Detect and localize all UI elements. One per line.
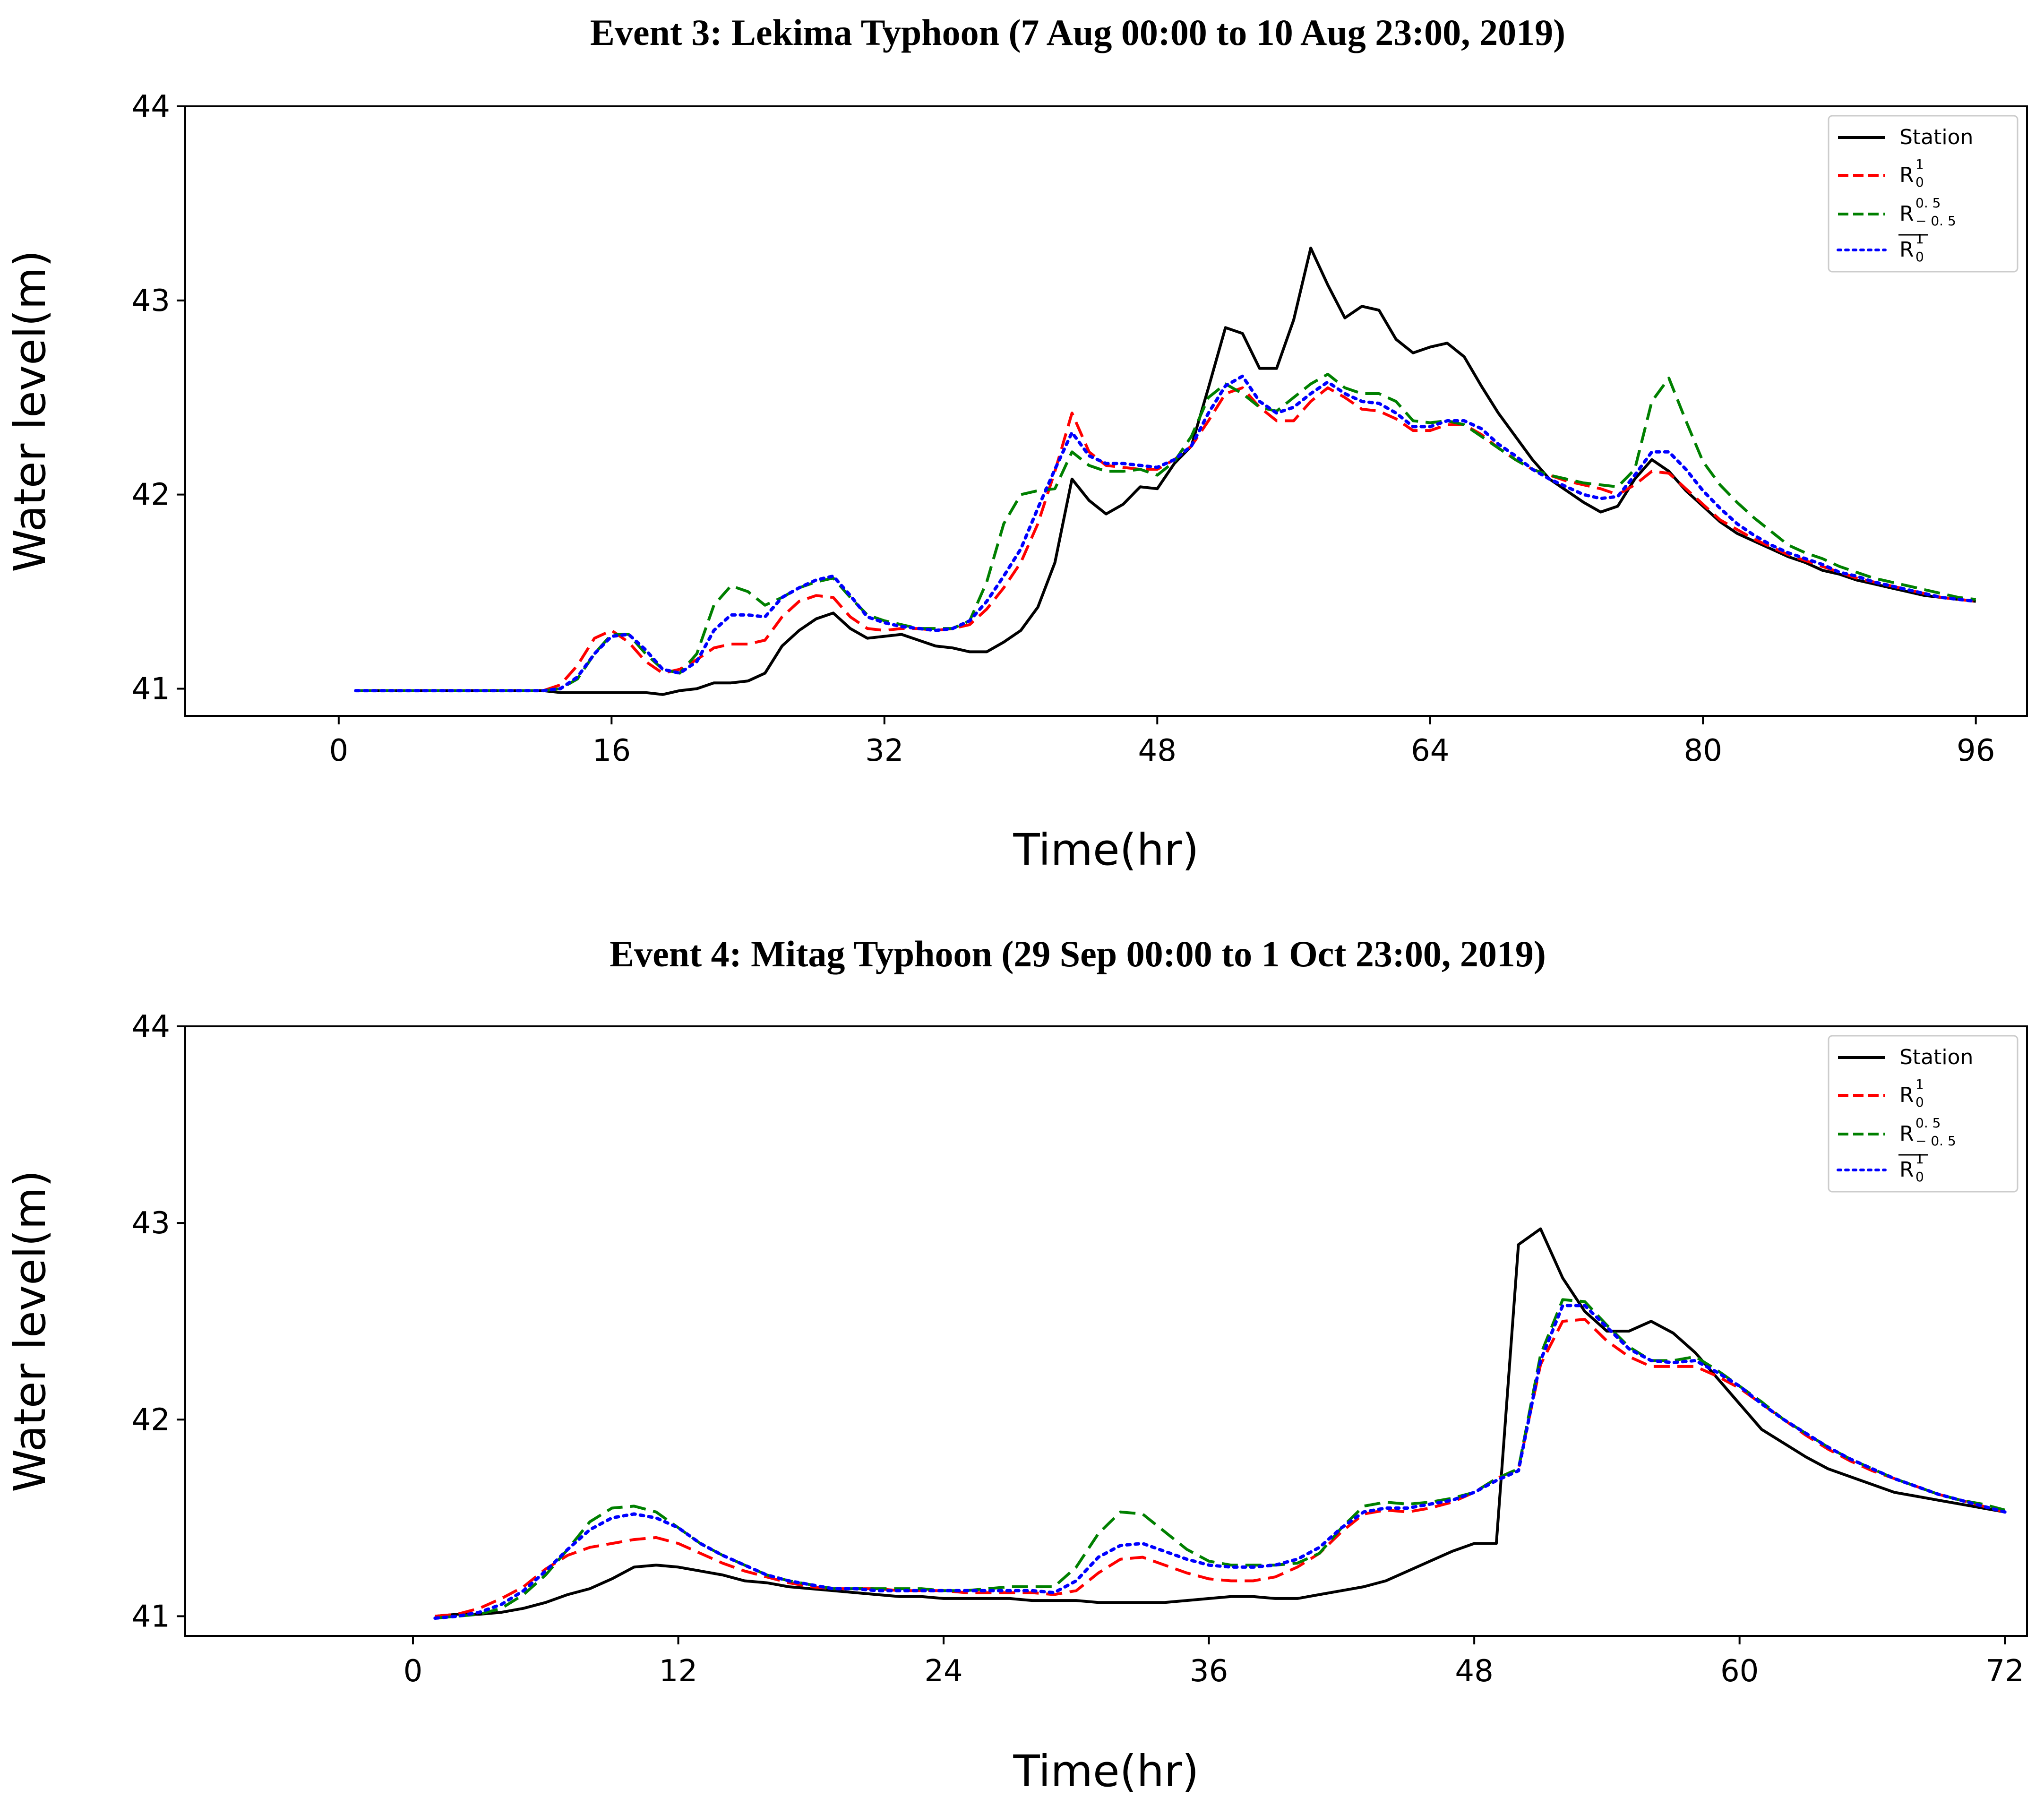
series-line-3 [433, 1304, 2007, 1620]
x-tick-label: 64 [1411, 733, 1449, 768]
y-tick-label: 43 [132, 284, 170, 318]
chart-title: Event 4: Mitag Typhoon (29 Sep 00:00 to … [610, 933, 1546, 974]
y-tick-label: 42 [132, 478, 170, 513]
legend-subscript: 0 [1915, 174, 1924, 190]
x-tick-label: 24 [924, 1654, 962, 1689]
x-tick-label: 12 [659, 1654, 697, 1689]
x-tick-label: 96 [1957, 733, 1995, 768]
legend-subscript: 0 [1915, 249, 1924, 265]
x-tick-label: 36 [1190, 1654, 1228, 1689]
legend-superscript: 1 [1915, 1076, 1924, 1092]
x-axis-label: Time(hr) [1013, 1746, 1199, 1797]
x-axis-label: Time(hr) [1013, 825, 1199, 875]
x-tick-label: 48 [1138, 733, 1177, 768]
x-tick-label: 0 [329, 733, 348, 768]
legend-label: R [1899, 1083, 1914, 1107]
y-tick-label: 43 [132, 1206, 170, 1241]
series-line-3 [354, 374, 1978, 693]
x-tick-label: 0 [404, 1654, 423, 1689]
series-line-0 [435, 1227, 2005, 1618]
series-group [433, 1227, 2007, 1620]
chart-panel-2: Event 4: Mitag Typhoon (29 Sep 00:00 to … [5, 933, 2028, 1797]
plot-frame [184, 105, 2028, 717]
legend-subscript: 0 [1915, 1094, 1924, 1110]
x-tick-label: 32 [865, 733, 903, 768]
y-tick-label: 44 [132, 1009, 170, 1044]
legend-subscript: − 0. 5 [1915, 1133, 1956, 1149]
legend-label: Station [1899, 125, 1973, 149]
legend-superscript: 0. 5 [1915, 195, 1941, 211]
series-group [354, 246, 1978, 696]
legend-label: R [1899, 163, 1914, 187]
legend-subscript: − 0. 5 [1915, 213, 1956, 229]
legend-label: R [1899, 202, 1914, 226]
legend-superscript: 1 [1915, 1151, 1924, 1167]
series-line-1 [355, 386, 1976, 692]
legend-label: R [1899, 238, 1914, 262]
legend-label: R [1899, 1122, 1914, 1146]
y-axis-label: Water level(m) [5, 250, 55, 572]
legend-subscript: 0 [1915, 1169, 1924, 1185]
y-tick-label: 41 [132, 671, 170, 706]
chart-title: Event 3: Lekima Typhoon (7 Aug 00:00 to … [590, 12, 1565, 53]
x-tick-label: 80 [1684, 733, 1722, 768]
series-line-0 [355, 246, 1976, 696]
x-tick-label: 60 [1720, 1654, 1759, 1689]
legend-label: R [1899, 1158, 1914, 1182]
legend-frame [1828, 115, 2018, 273]
legend-superscript: 0. 5 [1915, 1115, 1941, 1131]
y-tick-label: 41 [132, 1599, 170, 1634]
legend-frame [1828, 1035, 2018, 1193]
y-axis-label: Water level(m) [5, 1170, 55, 1492]
y-tick-label: 44 [132, 89, 170, 124]
y-tick-label: 42 [132, 1402, 170, 1437]
chart-panel-1: Event 3: Lekima Typhoon (7 Aug 00:00 to … [5, 12, 2028, 875]
legend-superscript: 1 [1915, 156, 1924, 172]
series-line-2 [435, 1298, 2005, 1620]
legend-label: Station [1899, 1045, 1973, 1069]
series-line-2 [355, 372, 1976, 692]
series-line-1 [435, 1318, 2005, 1618]
legend-superscript: 1 [1915, 231, 1924, 247]
x-tick-label: 48 [1455, 1654, 1493, 1689]
plot-frame [184, 1025, 2028, 1637]
x-tick-label: 16 [593, 733, 631, 768]
x-tick-label: 72 [1985, 1654, 2024, 1689]
